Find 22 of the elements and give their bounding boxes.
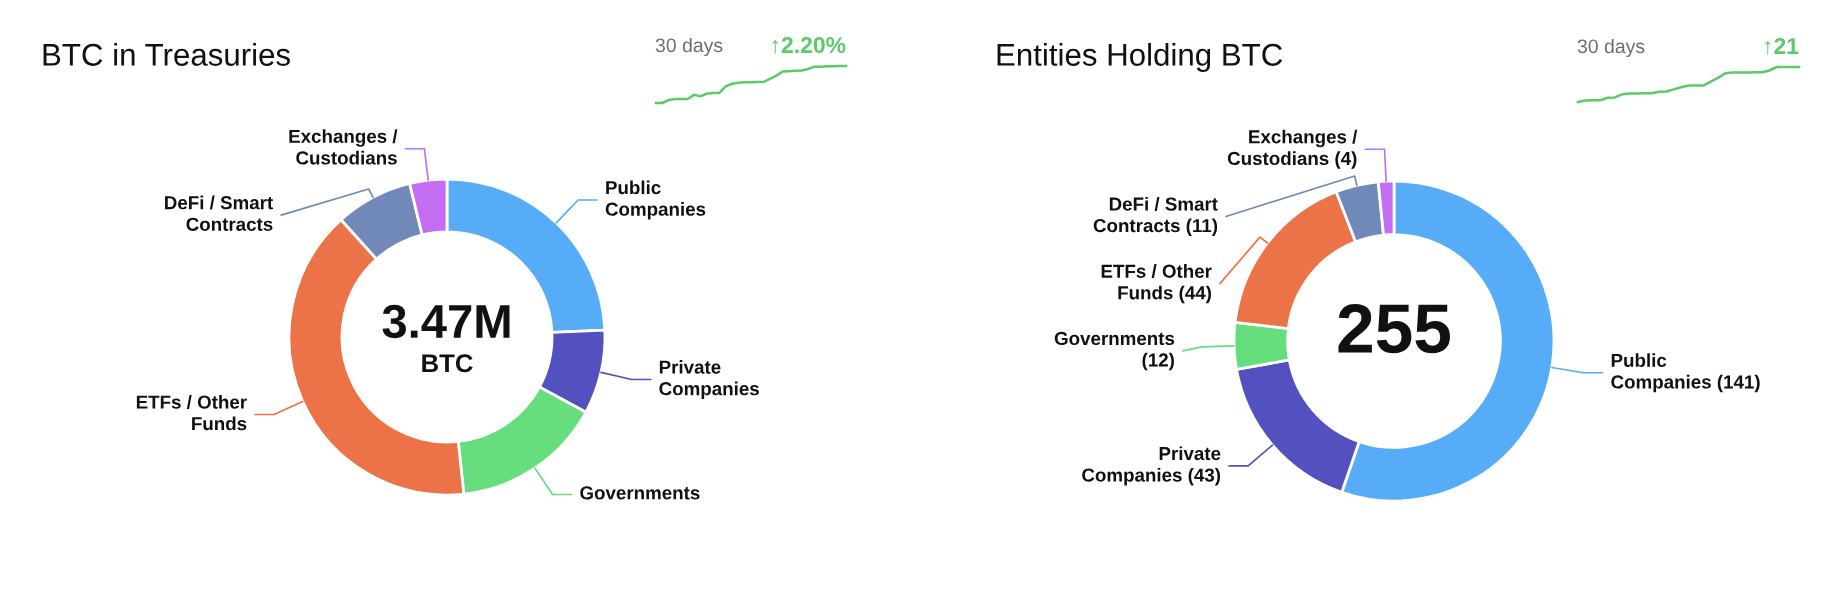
text: ↑21 [1765, 37, 1799, 55]
slice-label: Private Companies (43) [1082, 446, 1221, 486]
chart-title: 30 days [1577, 38, 1645, 58]
slice-label: Governments [1054, 331, 1175, 346]
text: Entities Holding BTC [997, 42, 1283, 73]
chart-title: 30 days [655, 37, 723, 57]
data-label: (12) [1142, 352, 1174, 371]
slice-label: Private Companies [659, 360, 759, 400]
slice-label: Public Companies (141) [1611, 353, 1760, 393]
slice-label: Public Companies [605, 180, 706, 220]
slice-label: ETFs / Other Funds [136, 394, 247, 431]
text: 255 [1338, 304, 1450, 354]
slice-label: Governments [580, 486, 700, 500]
text: ↑2.20% [772, 36, 846, 54]
text: BTC [422, 354, 473, 373]
slice-label: Exchanges / Custodians [289, 129, 398, 165]
slice-label: Exchanges / Custodians (4) [1227, 129, 1358, 169]
text: BTC in Treasuries [43, 42, 290, 66]
slice-label: ETFs / Other Funds (44) [1101, 264, 1212, 304]
slice-label: DeFi / Smart Contracts [165, 195, 273, 231]
slice-label: DeFi / Smart Contracts (11) [1093, 196, 1218, 236]
text: 3.47M [382, 304, 510, 339]
